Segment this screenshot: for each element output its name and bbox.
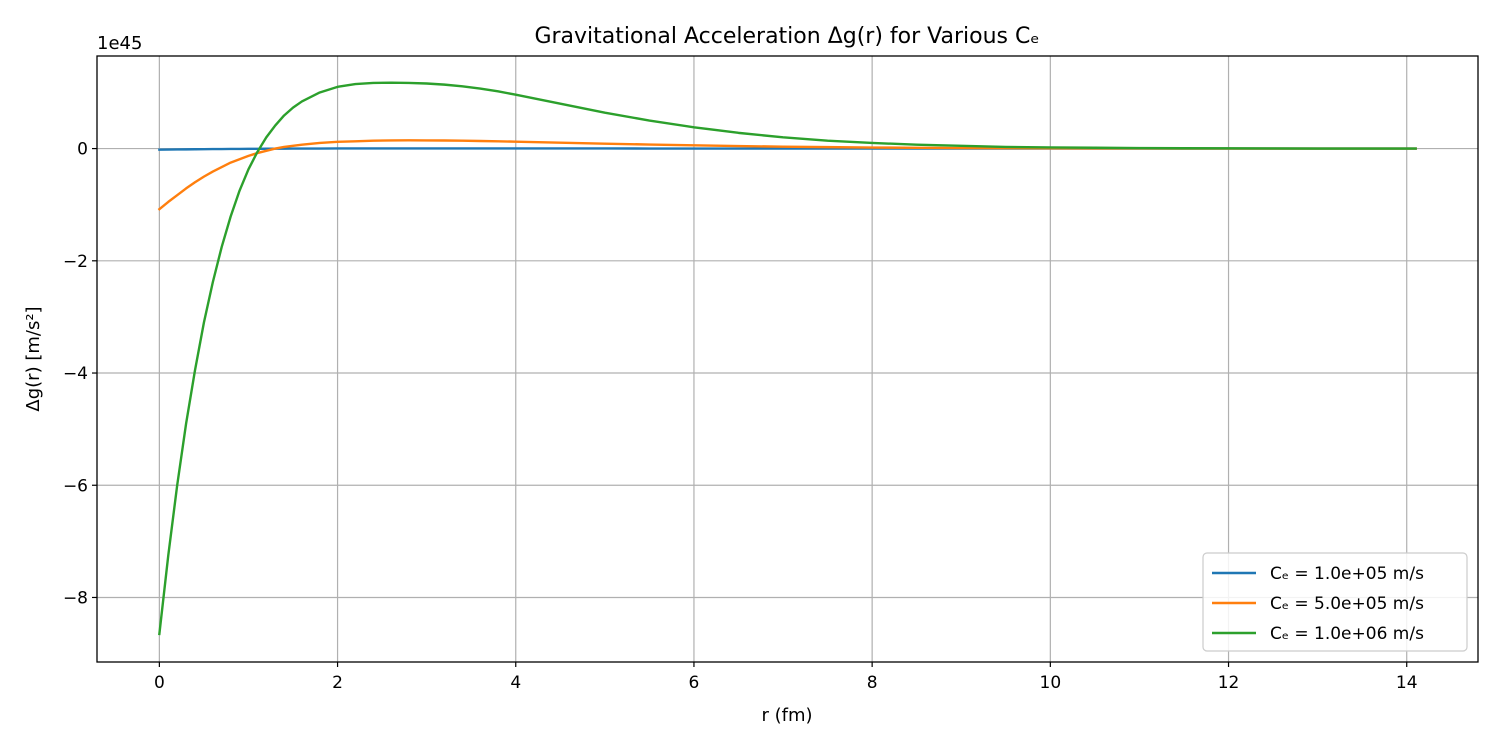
y-tick-label: −2 xyxy=(63,252,88,272)
y-axis-offset-label: 1e45 xyxy=(97,33,142,54)
axes-frame xyxy=(96,55,1479,663)
x-axis-ticks: 0 2 4 6 8 10 12 14 xyxy=(154,662,1418,693)
series-lines xyxy=(157,81,1417,636)
y-axis-ticks: 0 −2 −4 −6 −8 xyxy=(63,140,97,608)
legend-label-1: Cₑ = 1.0e+05 m/s xyxy=(1270,564,1424,584)
legend-box xyxy=(1202,552,1468,652)
x-tick-label: 14 xyxy=(1396,673,1418,693)
series-line-3 xyxy=(158,81,1417,636)
y-tick-label: −4 xyxy=(63,364,88,384)
x-tick-label: 8 xyxy=(867,673,878,693)
x-axis-label: r (fm) xyxy=(761,705,812,726)
y-tick-label: 0 xyxy=(77,140,88,160)
x-tick-label: 10 xyxy=(1040,673,1062,693)
y-tick-label: −6 xyxy=(63,476,88,496)
x-tick-label: 12 xyxy=(1218,673,1240,693)
chart-title: Gravitational Acceleration Δg(r) for Var… xyxy=(534,24,1039,49)
x-tick-label: 0 xyxy=(154,673,165,693)
x-tick-label: 4 xyxy=(510,673,521,693)
y-tick-label: −8 xyxy=(63,588,88,608)
legend: Cₑ = 1.0e+05 m/s Cₑ = 5.0e+05 m/s Cₑ = 1.0… xyxy=(1202,552,1468,652)
x-tick-label: 2 xyxy=(332,673,343,693)
legend-label-2: Cₑ = 5.0e+05 m/s xyxy=(1270,594,1424,614)
plot-area xyxy=(96,55,1479,663)
x-tick-label: 6 xyxy=(689,673,700,693)
legend-items: Cₑ = 1.0e+05 m/s Cₑ = 5.0e+05 m/s Cₑ = 1.0… xyxy=(1212,564,1424,644)
legend-label-3: Cₑ = 1.0e+06 m/s xyxy=(1270,624,1424,644)
y-axis-label: Δg(r) [m/s²] xyxy=(23,306,44,411)
